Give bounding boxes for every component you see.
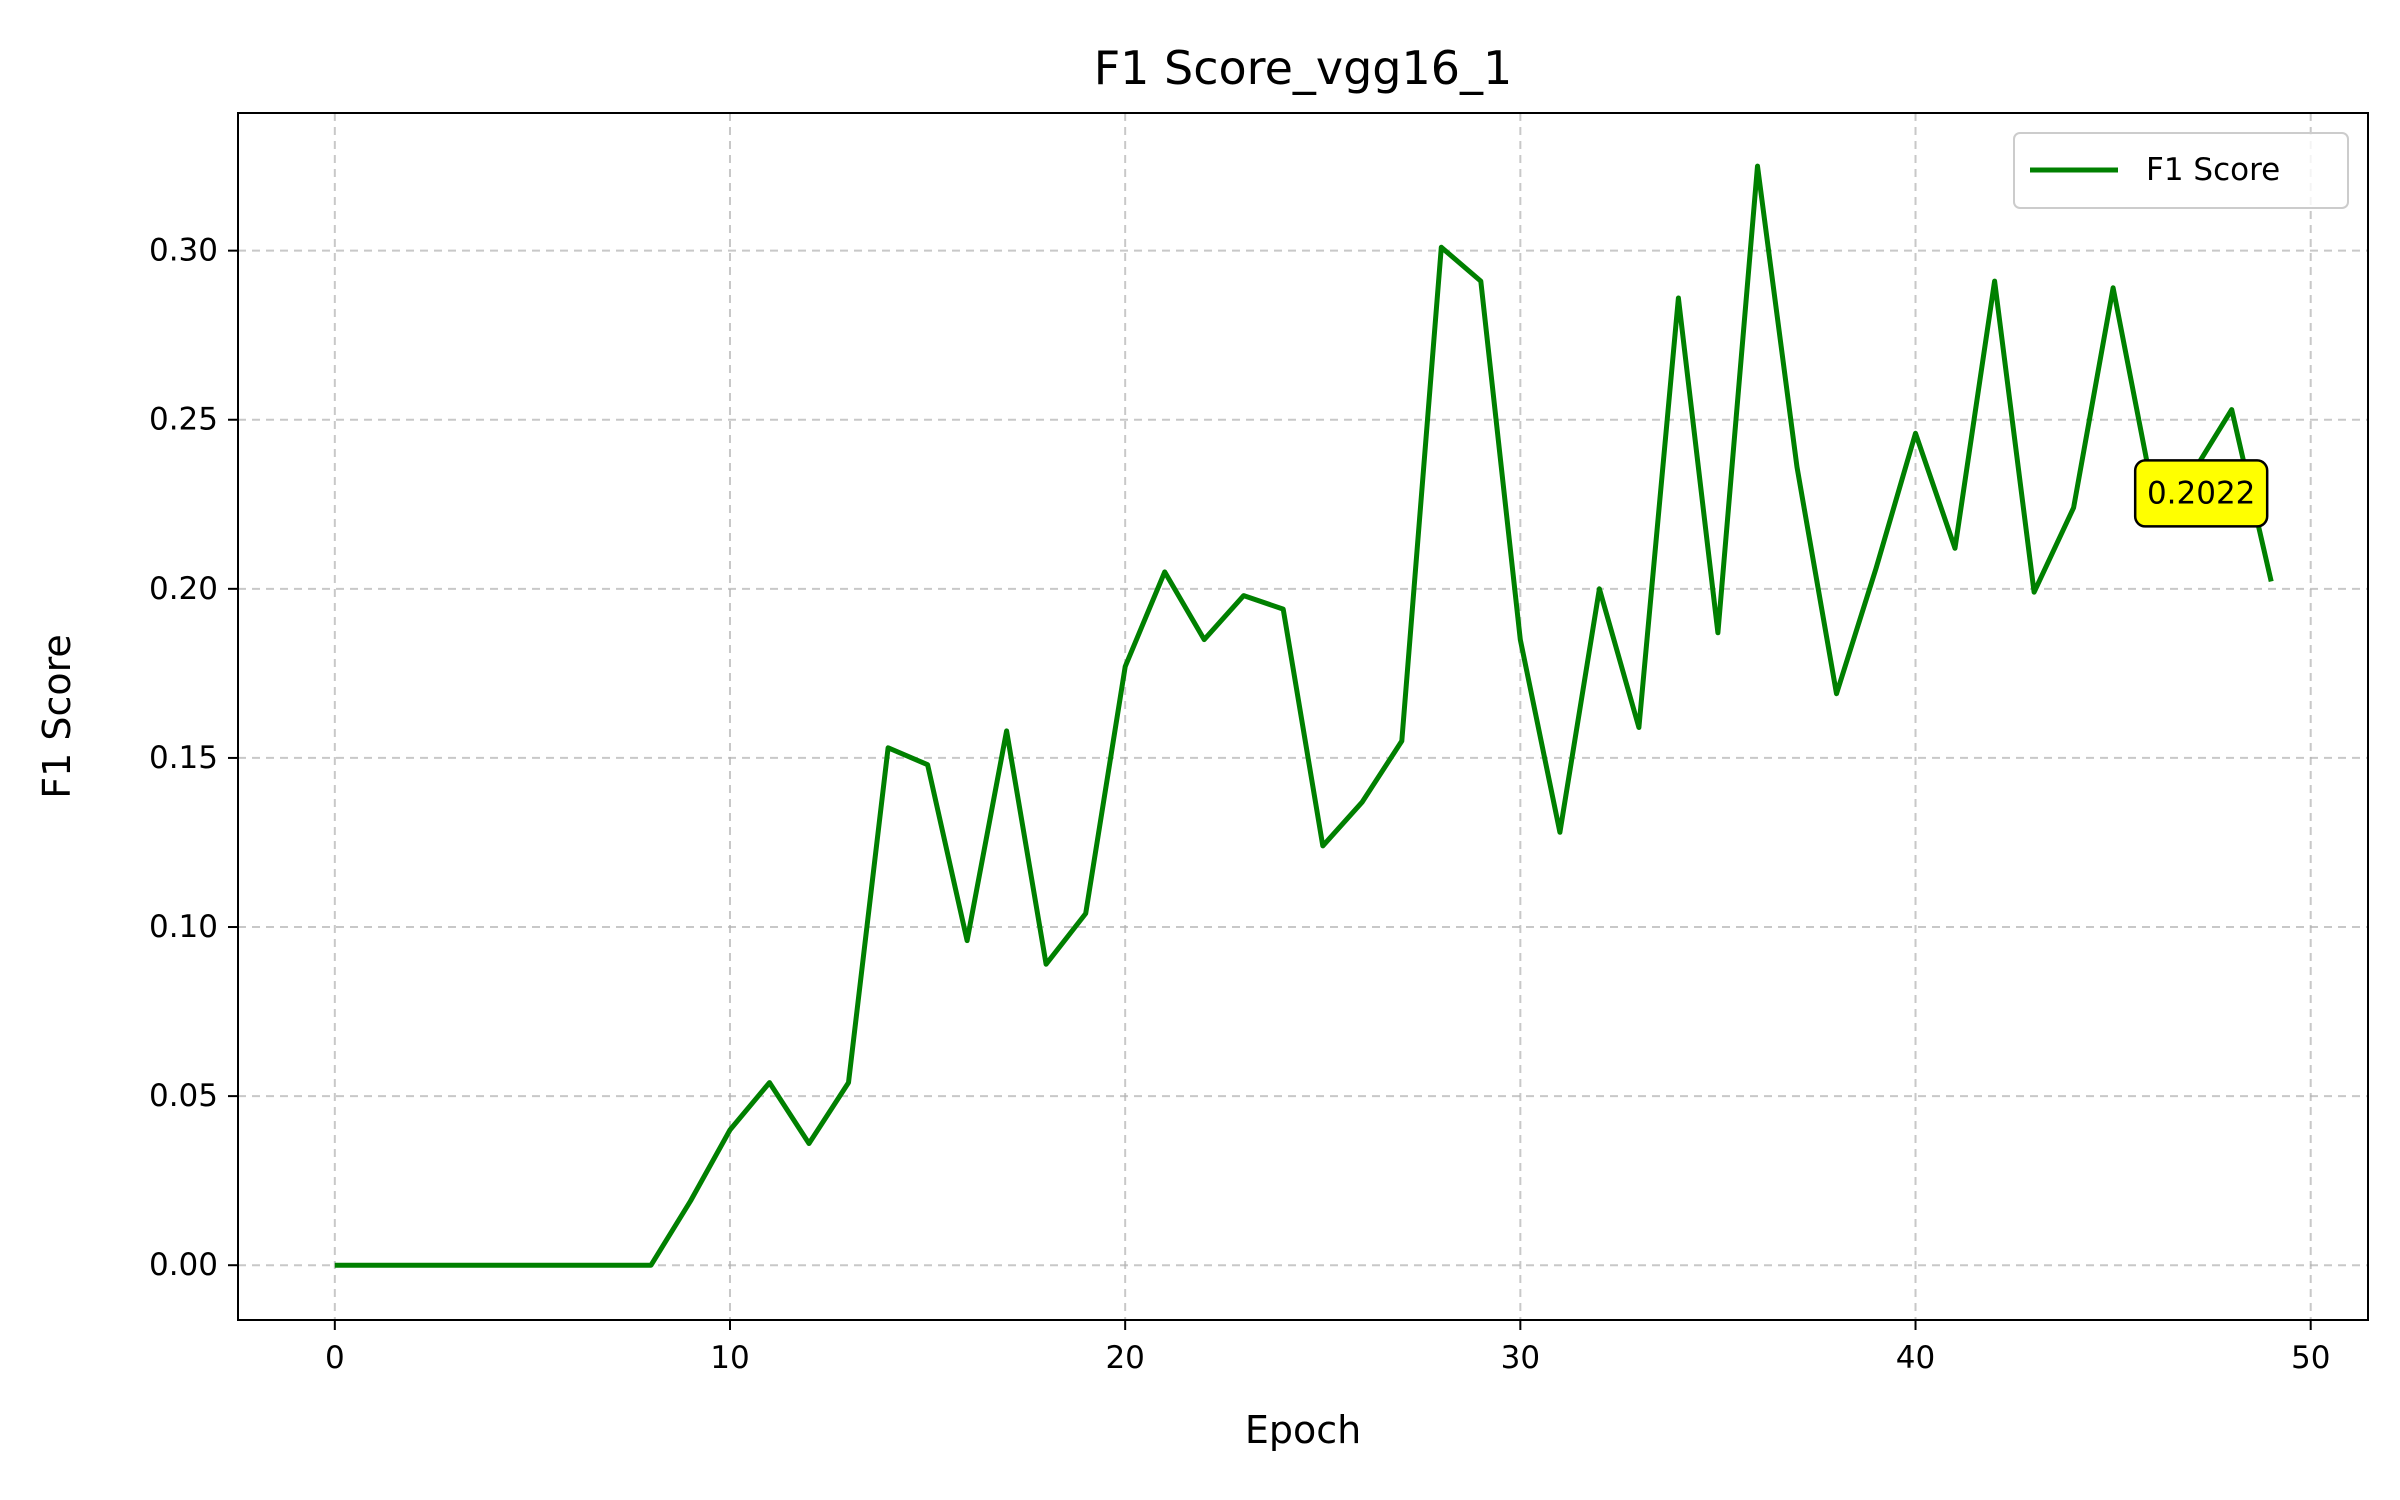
x-tick-label: 0 <box>325 1340 345 1376</box>
x-tick-label: 10 <box>710 1340 749 1376</box>
y-tick-label: 0.00 <box>149 1247 218 1283</box>
y-tick-label: 0.05 <box>149 1078 218 1114</box>
annotation-text: 0.2022 <box>2147 475 2255 511</box>
y-tick-label: 0.10 <box>149 909 218 945</box>
y-tick-label: 0.30 <box>149 233 218 269</box>
y-tick-label: 0.15 <box>149 740 218 776</box>
x-tick-label: 50 <box>2291 1340 2330 1376</box>
legend: F1 Score <box>2014 133 2348 208</box>
x-tick-label: 40 <box>1896 1340 1935 1376</box>
legend-label-f1-score: F1 Score <box>2146 152 2280 188</box>
x-axis-label: Epoch <box>1245 1408 1361 1452</box>
y-axis-label: F1 Score <box>35 634 79 799</box>
chart-title: F1 Score_vgg16_1 <box>1094 41 1513 95</box>
last-value-annotation: 0.2022 <box>2135 460 2267 526</box>
y-tick-label: 0.20 <box>149 571 218 607</box>
x-tick-label: 20 <box>1105 1340 1144 1376</box>
x-tick-label: 30 <box>1501 1340 1540 1376</box>
y-tick-label: 0.25 <box>149 402 218 438</box>
